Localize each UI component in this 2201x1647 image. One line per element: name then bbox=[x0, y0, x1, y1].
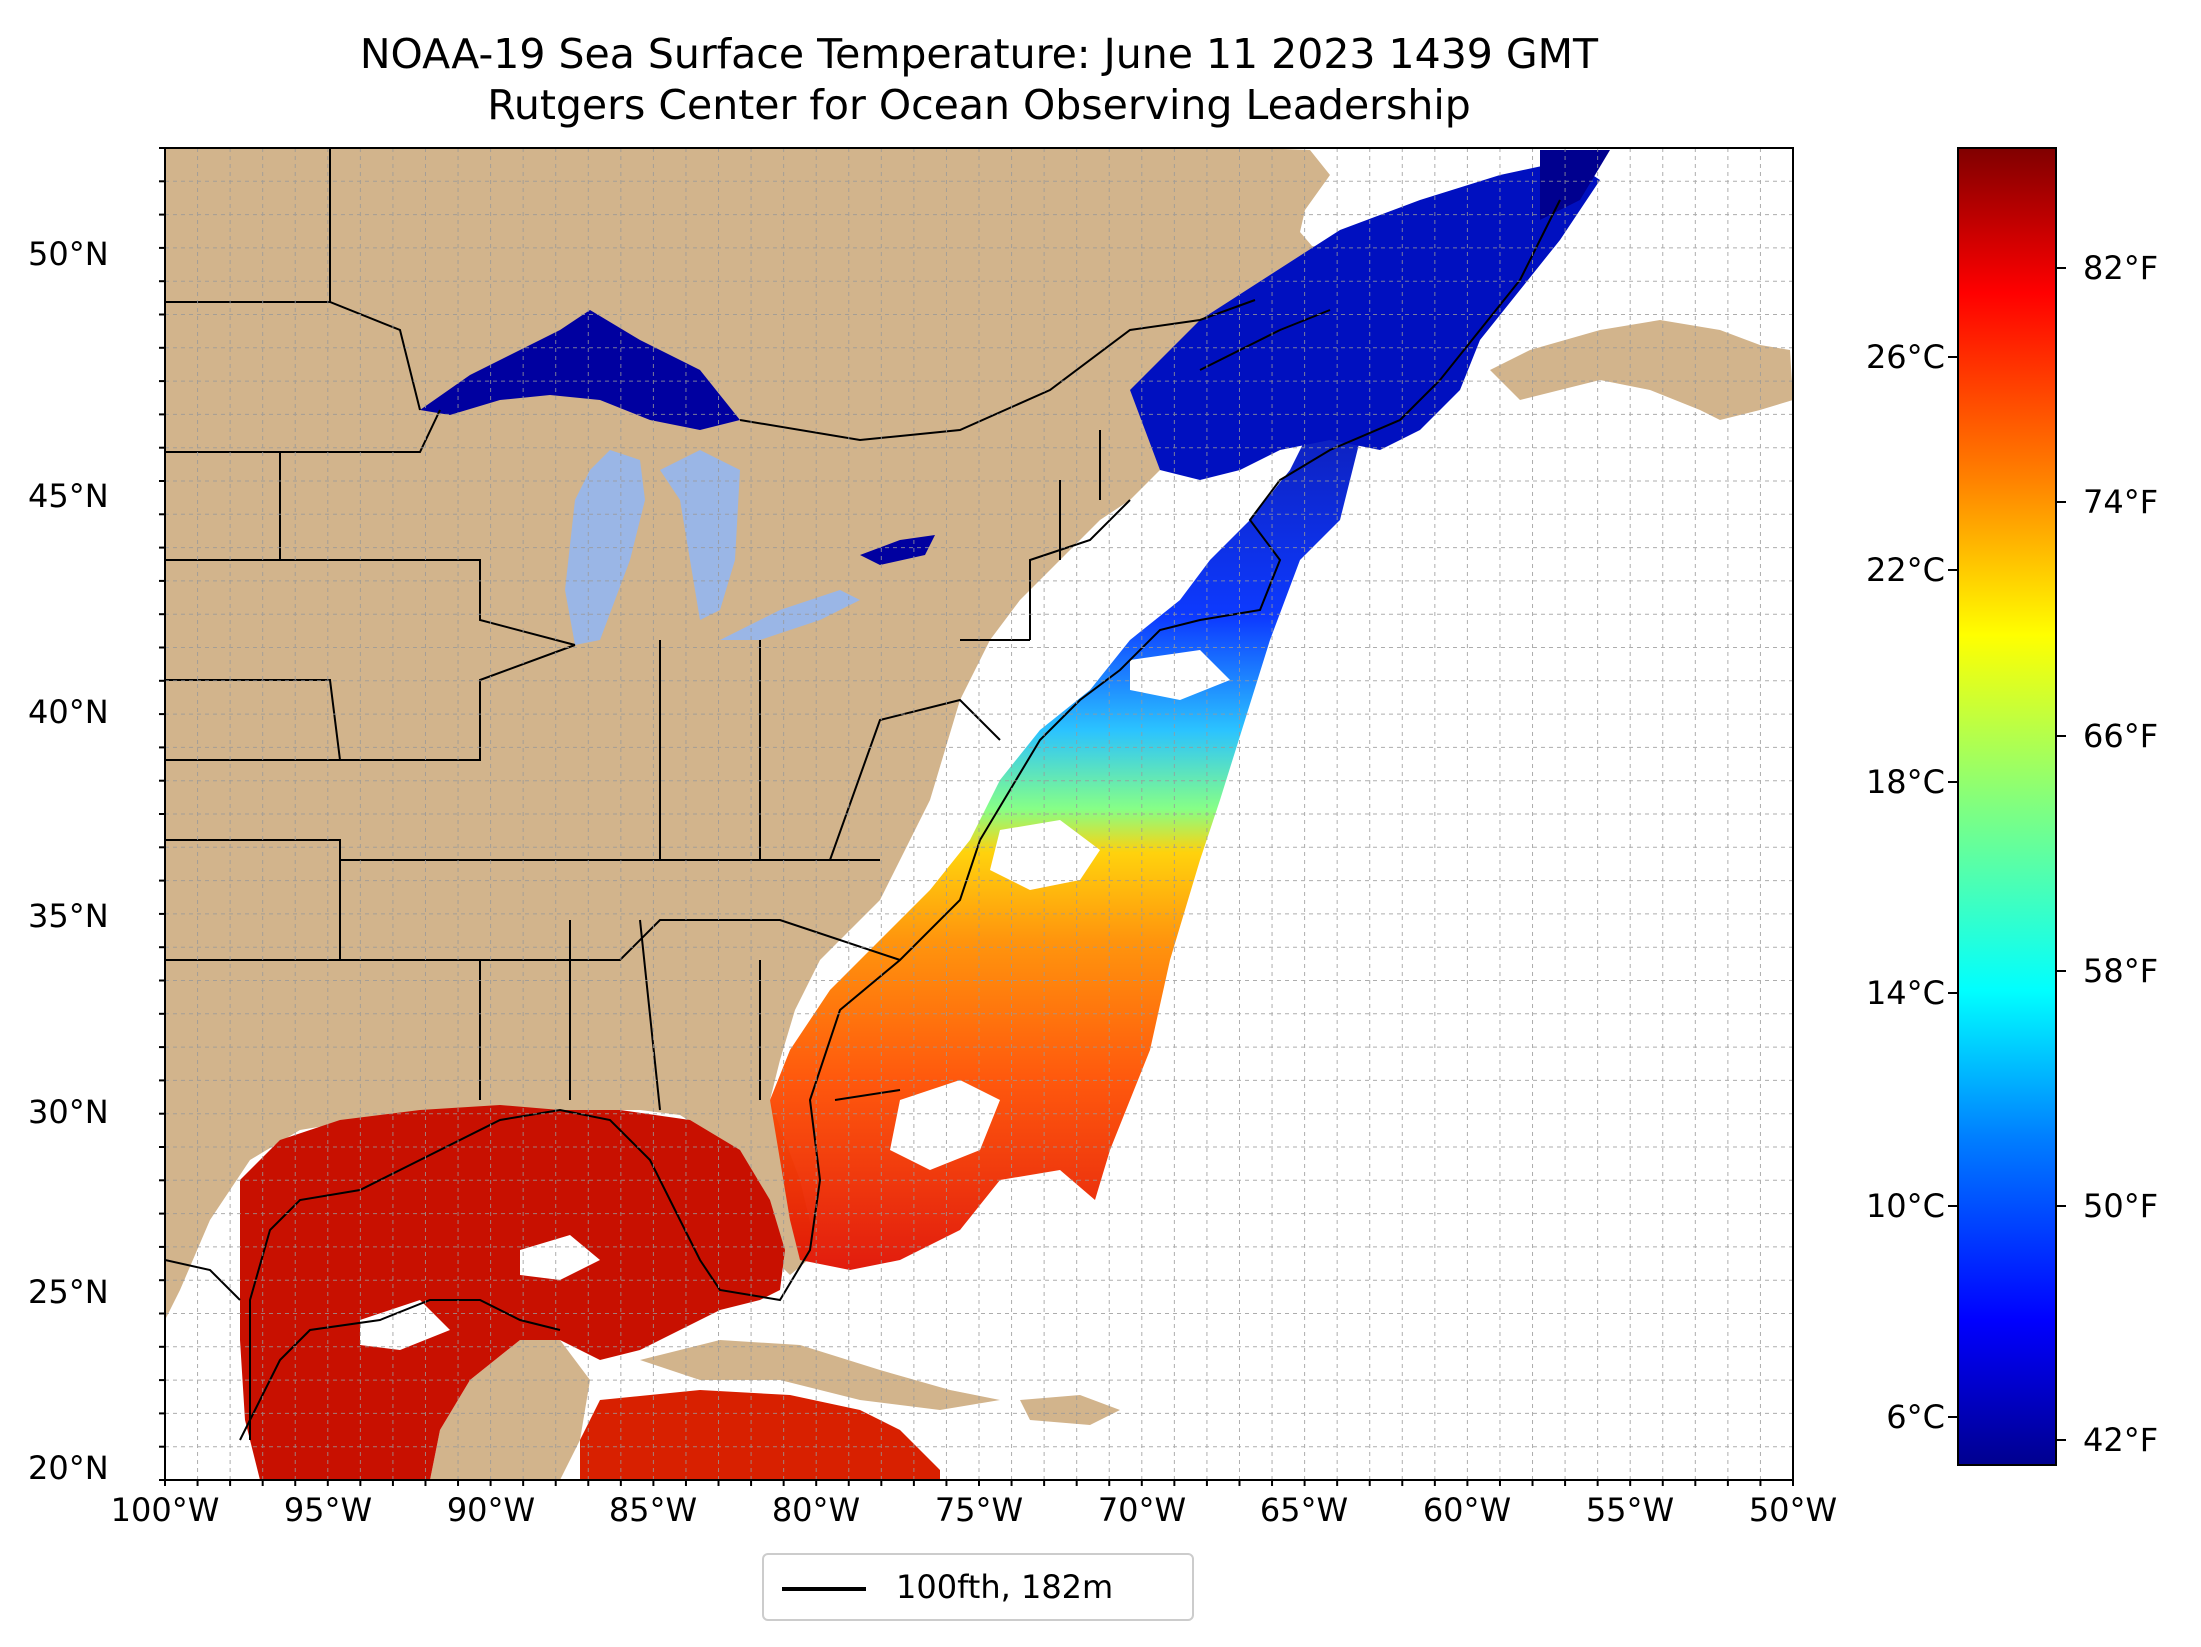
colorbar-celsius-18: 18°C bbox=[1865, 763, 1945, 801]
colorbar-fahrenheit-66: 66°F bbox=[2083, 717, 2159, 755]
gridlines bbox=[165, 148, 1793, 1480]
lon-label-60: 60°W bbox=[1422, 1491, 1512, 1529]
legend-label: 100fth, 182m bbox=[896, 1568, 1114, 1606]
land-cuba bbox=[640, 1340, 1000, 1410]
isobath-gulf-loop bbox=[239, 1299, 561, 1441]
colorbar-celsius-10: 10°C bbox=[1865, 1187, 1945, 1225]
lon-label-95: 95°W bbox=[283, 1491, 373, 1529]
colorbar-fahrenheit-50: 50°F bbox=[2083, 1187, 2159, 1225]
axis-ticks bbox=[159, 147, 1794, 1486]
cloud-gap bbox=[1130, 650, 1230, 700]
lake-erie bbox=[720, 590, 860, 640]
lat-label-25: 25°N bbox=[28, 1273, 109, 1311]
lat-label-50: 50°N bbox=[28, 235, 109, 273]
lat-label-20: 20°N bbox=[28, 1449, 109, 1487]
colorbar-fahrenheit-74: 74°F bbox=[2083, 483, 2159, 521]
isobath-100fth bbox=[249, 199, 1561, 1440]
lon-label-80: 80°W bbox=[771, 1491, 861, 1529]
gulf-of-mexico-sst bbox=[240, 1105, 785, 1480]
lon-label-75: 75°W bbox=[934, 1491, 1024, 1529]
legend: 100fth, 182m bbox=[762, 1553, 1194, 1621]
lake-huron bbox=[660, 450, 740, 620]
land-mass bbox=[165, 148, 1380, 1320]
lon-label-90: 90°W bbox=[446, 1491, 536, 1529]
colorbar-ticks bbox=[1948, 267, 2066, 1441]
lon-label-100: 100°W bbox=[110, 1491, 220, 1529]
cloud-gap bbox=[520, 1235, 600, 1280]
colorbar-fahrenheit-82: 82°F bbox=[2083, 249, 2159, 287]
land-yucatan bbox=[430, 1340, 590, 1480]
land-newfoundland bbox=[1490, 320, 1793, 420]
colorbar bbox=[1957, 147, 2057, 1466]
lon-label-85: 85°W bbox=[608, 1491, 698, 1529]
colorbar-fahrenheit-42: 42°F bbox=[2083, 1421, 2159, 1459]
lat-label-35: 35°N bbox=[28, 897, 109, 935]
colorbar-celsius-14: 14°C bbox=[1865, 974, 1945, 1012]
cloud-gap bbox=[360, 1300, 450, 1350]
lat-label-45: 45°N bbox=[28, 477, 109, 515]
land-hispaniola bbox=[1020, 1395, 1120, 1425]
political-borders bbox=[165, 148, 1331, 1301]
lake-superior bbox=[420, 310, 740, 430]
lon-label-50: 50°W bbox=[1748, 1491, 1838, 1529]
lon-label-65: 65°W bbox=[1259, 1491, 1349, 1529]
labrador-sst bbox=[1540, 150, 1610, 220]
lake-ontario bbox=[860, 535, 935, 565]
lat-label-40: 40°N bbox=[28, 693, 109, 731]
figure-title: NOAA-19 Sea Surface Temperature: June 11… bbox=[359, 30, 1599, 78]
lon-label-55: 55°W bbox=[1585, 1491, 1675, 1529]
legend-line-swatch bbox=[782, 1587, 866, 1591]
lon-label-70: 70°W bbox=[1097, 1491, 1187, 1529]
gulf-st-lawrence-sst bbox=[1130, 160, 1600, 480]
lat-label-30: 30°N bbox=[28, 1093, 109, 1131]
figure-subtitle: Rutgers Center for Ocean Observing Leade… bbox=[487, 81, 1471, 129]
cloud-gap bbox=[990, 820, 1100, 890]
colorbar-celsius-6: 6°C bbox=[1886, 1398, 1945, 1436]
colorbar-celsius-26: 26°C bbox=[1865, 338, 1945, 376]
colorbar-fahrenheit-58: 58°F bbox=[2083, 952, 2159, 990]
caribbean-sst bbox=[580, 1390, 940, 1480]
colorbar-celsius-22: 22°C bbox=[1865, 551, 1945, 589]
